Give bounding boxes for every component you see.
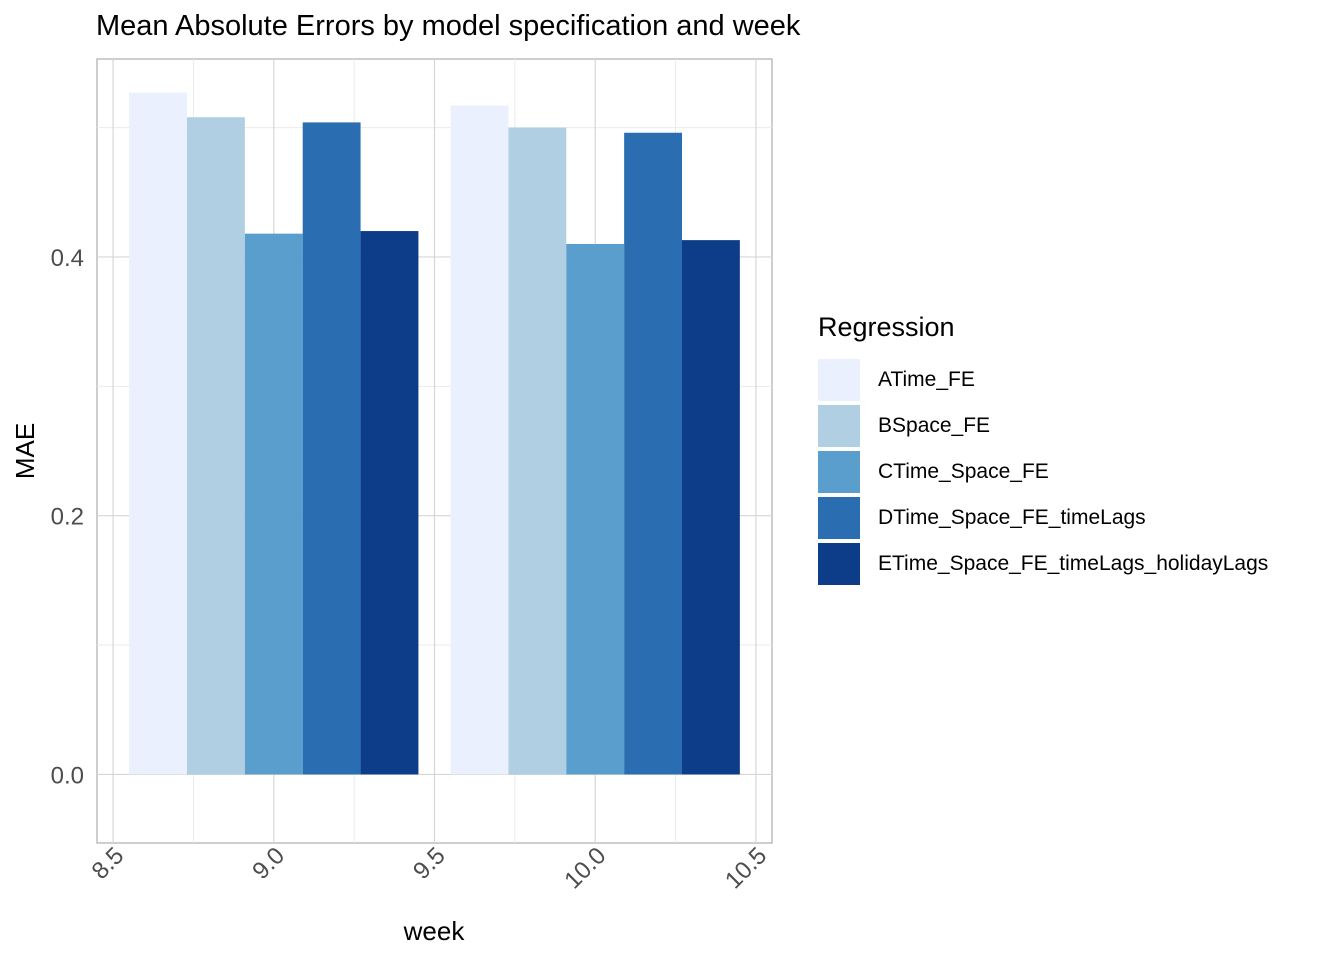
x-tick-label: 9.5 bbox=[408, 842, 451, 885]
x-tick-label: 9.0 bbox=[247, 842, 290, 885]
bar-BSpace_FE-week-10 bbox=[508, 127, 567, 775]
legend-item: ATime_FE bbox=[818, 357, 1268, 403]
legend-item: BSpace_FE bbox=[818, 403, 1268, 449]
legend-item: ETime_Space_FE_timeLags_holidayLags bbox=[818, 541, 1268, 587]
legend-label: CTime_Space_FE bbox=[878, 460, 1049, 483]
bar-CTime_Space_FE-week-10 bbox=[566, 244, 625, 775]
legend-items: ATime_FE BSpace_FE CTime_Space_FE DTime_Spa… bbox=[818, 357, 1268, 587]
bars bbox=[129, 92, 740, 775]
bar-ATime_FE-week-9 bbox=[129, 92, 187, 775]
legend-label: DTime_Space_FE_timeLags bbox=[878, 506, 1146, 529]
bar-ETime_Space_FE_timeLags_holidayLags-week-9 bbox=[360, 231, 419, 775]
legend: Regression ATime_FE BSpace_FE CTime_Space_… bbox=[818, 312, 1268, 587]
legend-label: ATime_FE bbox=[878, 368, 975, 391]
x-tick-label: 8.5 bbox=[87, 842, 130, 885]
y-tick-label: 0.4 bbox=[51, 245, 84, 272]
x-axis-title: week bbox=[403, 916, 466, 946]
chart-title: Mean Absolute Errors by model specificat… bbox=[96, 10, 801, 42]
x-axis-ticks: 8.5 9.0 9.5 10.0 10.5 bbox=[87, 842, 773, 894]
x-tick-label: 10.5 bbox=[720, 842, 772, 894]
legend-label: BSpace_FE bbox=[878, 414, 991, 437]
bar-BSpace_FE-week-9 bbox=[187, 117, 245, 775]
y-axis-title: MAE bbox=[10, 423, 40, 479]
legend-key bbox=[818, 405, 860, 447]
legend-item: CTime_Space_FE bbox=[818, 449, 1268, 495]
bar-ATime_FE-week-10 bbox=[450, 105, 509, 775]
x-tick-label: 10.0 bbox=[559, 842, 611, 894]
legend-label: ETime_Space_FE_timeLags_holidayLags bbox=[878, 552, 1269, 575]
legend-title: Regression bbox=[818, 312, 955, 342]
legend-key bbox=[818, 451, 860, 493]
bar-ETime_Space_FE_timeLags_holidayLags-week-10 bbox=[682, 240, 740, 775]
legend-item: DTime_Space_FE_timeLags bbox=[818, 495, 1268, 541]
legend-key bbox=[818, 543, 860, 585]
y-tick-label: 0.0 bbox=[51, 762, 84, 789]
bar-CTime_Space_FE-week-9 bbox=[244, 233, 303, 775]
y-axis-ticks: 0.0 0.2 0.4 bbox=[51, 245, 84, 789]
legend-key bbox=[818, 359, 860, 401]
bar-DTime_Space_FE_timeLags-week-10 bbox=[624, 132, 682, 775]
bar-DTime_Space_FE_timeLags-week-9 bbox=[302, 122, 361, 775]
y-tick-label: 0.2 bbox=[51, 504, 84, 531]
legend-key bbox=[818, 497, 860, 539]
